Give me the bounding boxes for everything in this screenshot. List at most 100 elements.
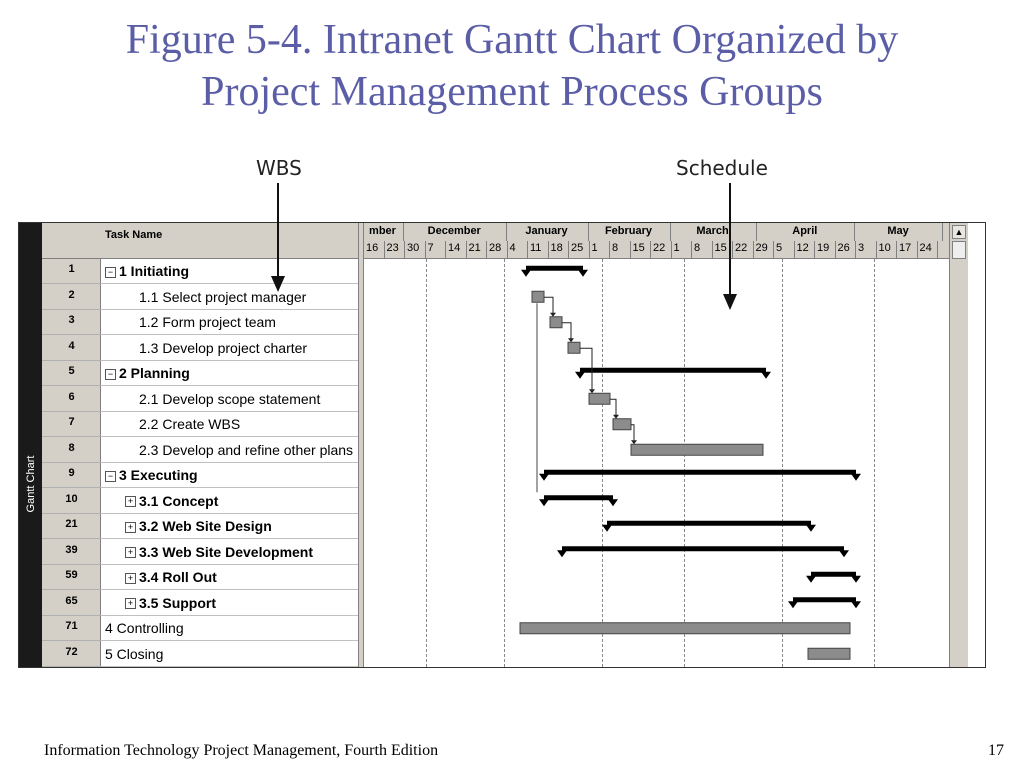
week-label: 10 — [878, 242, 891, 254]
task-id[interactable]: 3 — [42, 310, 101, 335]
slide-title-line1: Figure 5-4. Intranet Gantt Chart Organiz… — [125, 17, 899, 63]
task-bar[interactable] — [588, 392, 611, 405]
pane-divider[interactable] — [358, 223, 364, 667]
summary-bar[interactable] — [562, 546, 844, 552]
dependency-arrow-icon — [568, 338, 574, 343]
month-separator — [669, 223, 671, 241]
summary-bar[interactable] — [793, 597, 856, 603]
task-row[interactable]: +3.4 Roll Out — [101, 565, 358, 590]
scroll-thumb[interactable] — [952, 241, 966, 259]
task-bar[interactable] — [567, 341, 581, 354]
task-id[interactable]: 5 — [42, 361, 101, 386]
week-label: 12 — [796, 242, 809, 254]
task-row[interactable]: 5 Closing — [101, 642, 358, 667]
schedule-callout: Schedule — [676, 156, 768, 180]
week-label: 26 — [837, 242, 850, 254]
task-id[interactable]: 39 — [42, 540, 101, 565]
vertical-scrollbar[interactable]: ▲ — [949, 223, 968, 667]
task-id[interactable]: 7 — [42, 412, 101, 437]
task-id[interactable]: 8 — [42, 438, 101, 463]
collapse-icon[interactable]: − — [105, 266, 116, 278]
task-bar[interactable] — [519, 622, 851, 635]
week-separator — [547, 241, 549, 259]
summary-bar[interactable] — [544, 495, 613, 501]
task-row[interactable]: 4 Controlling — [101, 616, 358, 641]
slide-title: Figure 5-4. Intranet Gantt Chart Organiz… — [0, 14, 1024, 118]
expand-icon[interactable]: + — [125, 521, 136, 533]
task-bar[interactable] — [630, 443, 764, 456]
id-header[interactable] — [42, 223, 101, 259]
summary-bar-end — [851, 575, 861, 583]
task-name-column — [101, 223, 358, 667]
task-row[interactable]: +3.3 Web Site Development — [101, 540, 358, 565]
week-label: 17 — [899, 242, 912, 254]
week-label: 8 — [612, 242, 619, 254]
wbs-callout: WBS — [256, 156, 302, 180]
week-label: 7 — [427, 242, 434, 254]
summary-bar[interactable] — [526, 265, 583, 271]
week-separator — [465, 241, 467, 259]
task-name-header[interactable]: Task Name — [101, 223, 358, 259]
slide-title-line2: Project Management Process Groups — [201, 69, 823, 115]
week-label: 16 — [366, 242, 379, 254]
month-label: January — [525, 225, 568, 237]
week-label: 19 — [817, 242, 830, 254]
task-bar[interactable] — [549, 316, 563, 329]
collapse-icon[interactable]: − — [105, 368, 116, 380]
week-separator — [814, 241, 815, 259]
expand-icon[interactable]: + — [125, 572, 136, 584]
task-bar[interactable] — [612, 418, 632, 431]
summary-bar-end — [806, 524, 816, 532]
task-name: 2.2 Create WBS — [139, 416, 241, 432]
task-id[interactable]: 21 — [42, 514, 101, 539]
task-row[interactable]: −2 Planning — [101, 361, 358, 386]
task-row[interactable]: −3 Executing — [101, 463, 358, 488]
summary-bar[interactable] — [811, 571, 856, 577]
summary-bar[interactable] — [607, 520, 811, 526]
view-bar[interactable]: Gantt Chart — [19, 223, 42, 667]
month-separator — [942, 223, 944, 241]
task-row[interactable]: 2.3 Develop and refine other plans — [101, 438, 358, 463]
week-separator — [588, 241, 590, 259]
task-row[interactable]: +3.1 Concept — [101, 489, 358, 514]
dependency-link — [610, 398, 617, 416]
month-separator — [403, 223, 404, 241]
collapse-icon[interactable]: − — [105, 470, 116, 482]
week-label: 11 — [530, 242, 542, 254]
task-bar[interactable] — [531, 290, 545, 303]
task-row[interactable]: −1 Initiating — [101, 259, 358, 284]
week-separator — [752, 241, 754, 259]
week-separator — [424, 241, 426, 259]
task-row[interactable]: 1.2 Form project team — [101, 310, 358, 335]
summary-bar[interactable] — [544, 469, 856, 475]
week-separator — [670, 241, 672, 259]
task-id[interactable]: 4 — [42, 336, 101, 361]
task-id[interactable]: 71 — [42, 616, 101, 641]
task-row[interactable]: 1.3 Develop project charter — [101, 336, 358, 361]
view-bar-label: Gantt Chart — [25, 455, 37, 513]
expand-icon[interactable]: + — [125, 496, 136, 508]
task-id[interactable]: 10 — [42, 489, 101, 514]
task-id[interactable]: 1 — [42, 259, 101, 284]
expand-icon[interactable]: + — [125, 598, 136, 610]
task-id[interactable]: 59 — [42, 565, 101, 590]
expand-icon[interactable]: + — [125, 547, 136, 559]
month-label: mber — [369, 225, 396, 237]
week-label: 24 — [919, 242, 932, 254]
task-id[interactable]: 72 — [42, 642, 101, 667]
task-id[interactable]: 2 — [42, 285, 101, 310]
task-row[interactable]: +3.2 Web Site Design — [101, 514, 358, 539]
task-row[interactable]: 1.1 Select project manager — [101, 285, 358, 310]
task-id[interactable]: 65 — [42, 591, 101, 616]
task-row[interactable]: +3.5 Support — [101, 591, 358, 616]
task-id[interactable]: 6 — [42, 387, 101, 412]
task-bar[interactable] — [807, 647, 851, 660]
scroll-up-arrow-icon[interactable]: ▲ — [952, 225, 966, 239]
month-label: April — [792, 225, 818, 237]
week-separator — [773, 241, 774, 259]
summary-bar[interactable] — [580, 367, 766, 373]
task-id[interactable]: 9 — [42, 463, 101, 488]
task-row[interactable]: 2.2 Create WBS — [101, 412, 358, 437]
summary-bar-end — [575, 371, 585, 379]
task-row[interactable]: 2.1 Develop scope statement — [101, 387, 358, 412]
